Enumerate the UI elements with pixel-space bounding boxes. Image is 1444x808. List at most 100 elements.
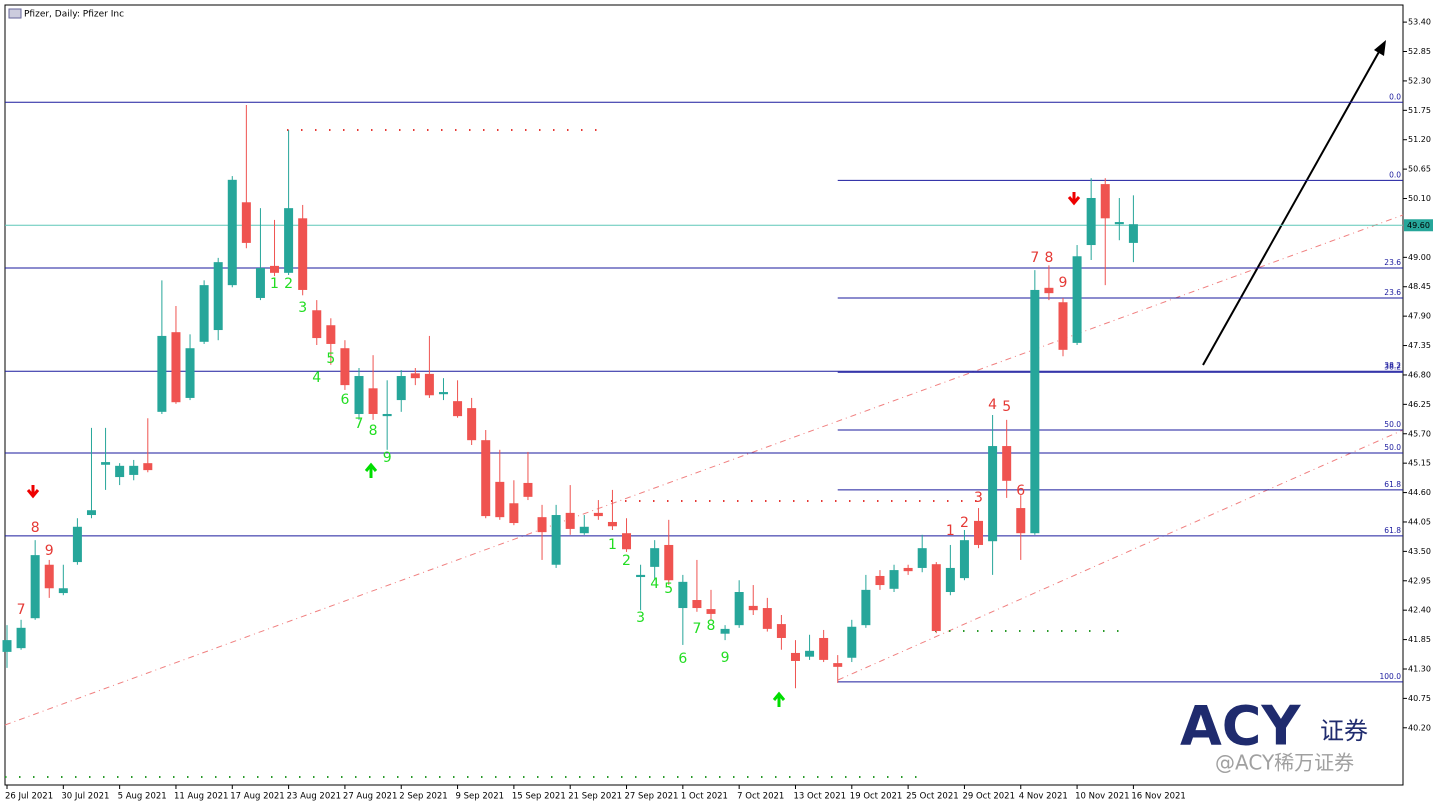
y-tick-label: 44.60 bbox=[1408, 488, 1431, 497]
candle-body bbox=[185, 348, 195, 398]
candle-body bbox=[607, 521, 617, 527]
y-tick-label: 50.65 bbox=[1408, 165, 1431, 174]
candle-body bbox=[748, 605, 758, 611]
fib-level-label: 23.6 bbox=[1384, 288, 1401, 297]
candle-body bbox=[227, 179, 237, 286]
candle-body bbox=[1016, 508, 1026, 534]
x-tick-label: 17 Aug 2021 bbox=[230, 792, 284, 802]
x-tick-label: 4 Nov 2021 bbox=[1019, 792, 1068, 802]
x-tick-label: 19 Oct 2021 bbox=[850, 792, 903, 802]
y-tick-label: 42.95 bbox=[1408, 576, 1431, 585]
plot-frame bbox=[4, 4, 1404, 786]
trend-line bbox=[4, 214, 1404, 726]
candle-body bbox=[326, 325, 336, 344]
x-tick-label: 10 Nov 2021 bbox=[1075, 792, 1129, 802]
arrow-head bbox=[1374, 40, 1386, 56]
watermark-handle: @ACY稀万证券 bbox=[1215, 751, 1354, 775]
candle-body bbox=[565, 512, 575, 529]
td-count: 6 bbox=[1016, 483, 1025, 499]
fib-level-label: 23.6 bbox=[1384, 258, 1401, 267]
candle-body bbox=[213, 262, 223, 331]
candle-body bbox=[1058, 302, 1068, 350]
y-tick-label: 49.00 bbox=[1408, 253, 1431, 262]
td-count: 2 bbox=[284, 276, 293, 292]
x-tick-label: 29 Oct 2021 bbox=[962, 792, 1015, 802]
x-tick-label: 15 Sep 2021 bbox=[512, 792, 566, 802]
candle-body bbox=[1044, 287, 1054, 294]
y-tick-label: 52.30 bbox=[1408, 76, 1431, 85]
candle-body bbox=[424, 373, 434, 396]
fib-level-label: 38.2 bbox=[1384, 361, 1401, 370]
y-tick-label: 41.85 bbox=[1408, 635, 1431, 644]
chart-title: Pfizer, Daily: Pfizer Inc bbox=[24, 10, 124, 20]
y-tick-label: 47.90 bbox=[1408, 312, 1431, 321]
candle-body bbox=[241, 202, 251, 243]
td-count: 9 bbox=[45, 543, 54, 559]
td-count: 1 bbox=[608, 537, 617, 553]
td-count: 8 bbox=[31, 520, 40, 536]
td-count: 5 bbox=[326, 351, 335, 367]
x-tick-label: 1 Oct 2021 bbox=[681, 792, 728, 802]
td-count: 3 bbox=[298, 300, 307, 316]
candle-body bbox=[1128, 224, 1138, 243]
y-tick-label: 52.85 bbox=[1408, 47, 1431, 56]
td-count: 2 bbox=[960, 515, 969, 531]
x-tick-label: 7 Oct 2021 bbox=[737, 792, 784, 802]
candle-body bbox=[495, 481, 505, 518]
td-count: 1 bbox=[946, 523, 955, 539]
fib-level-label: 0.0 bbox=[1389, 92, 1401, 101]
candle-body bbox=[819, 637, 829, 660]
candle-body bbox=[354, 376, 364, 414]
candle-body bbox=[622, 533, 632, 550]
x-tick-label: 23 Aug 2021 bbox=[287, 792, 341, 802]
candle-body bbox=[44, 564, 54, 589]
candle-body bbox=[467, 408, 477, 441]
sell-arrow bbox=[26, 485, 40, 499]
candle-body bbox=[636, 574, 646, 578]
candle-body bbox=[931, 564, 941, 632]
candle-body bbox=[903, 567, 913, 572]
td-count: 3 bbox=[974, 490, 983, 506]
candle-body bbox=[790, 652, 800, 661]
x-tick-label: 25 Oct 2021 bbox=[906, 792, 959, 802]
candle-body bbox=[396, 376, 406, 401]
td-count: 5 bbox=[1002, 399, 1011, 415]
candle-body bbox=[579, 526, 589, 534]
fib-level-label: 61.8 bbox=[1384, 480, 1401, 489]
td-count: 6 bbox=[340, 392, 349, 408]
candle-body bbox=[734, 592, 744, 626]
watermark-logo: ACY bbox=[1180, 695, 1301, 758]
td-count: 4 bbox=[988, 397, 997, 413]
candle-body bbox=[2, 640, 12, 652]
candle-body bbox=[523, 482, 533, 497]
candle-body bbox=[593, 512, 603, 517]
td-count: 7 bbox=[355, 416, 364, 432]
trend-line bbox=[837, 429, 1404, 681]
candle-body bbox=[509, 503, 519, 524]
candle-body bbox=[199, 285, 209, 342]
candle-body bbox=[101, 462, 111, 465]
td-count: 9 bbox=[383, 450, 392, 466]
fib-level-label: 0.0 bbox=[1389, 170, 1401, 179]
candle-body bbox=[143, 463, 153, 471]
candle-body bbox=[298, 218, 308, 290]
watermark: ACY 证券 @ACY稀万证券 bbox=[1180, 695, 1368, 775]
candle-body bbox=[382, 413, 392, 417]
buy-arrow bbox=[772, 691, 786, 707]
candle-body bbox=[171, 332, 181, 403]
td-count: 9 bbox=[721, 650, 730, 666]
x-tick-label: 21 Sep 2021 bbox=[568, 792, 622, 802]
candle-body bbox=[129, 465, 139, 475]
candle-body bbox=[86, 510, 96, 516]
td-count: 1 bbox=[270, 276, 279, 292]
candle-body bbox=[410, 373, 420, 379]
candle-body bbox=[1002, 446, 1012, 481]
td-count: 3 bbox=[636, 610, 645, 626]
td-count: 4 bbox=[312, 370, 321, 386]
candle-body bbox=[917, 548, 927, 568]
y-tick-label: 50.10 bbox=[1408, 194, 1431, 203]
candle-body bbox=[678, 581, 688, 609]
td-count: 5 bbox=[664, 581, 673, 597]
candle-body bbox=[157, 335, 167, 412]
